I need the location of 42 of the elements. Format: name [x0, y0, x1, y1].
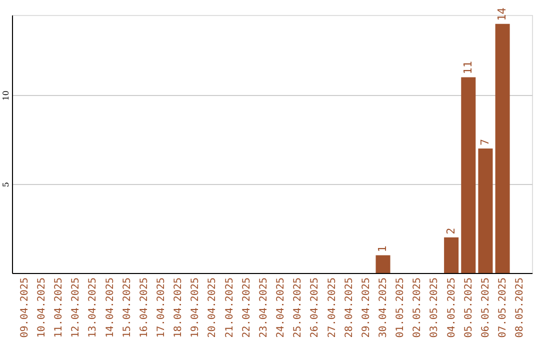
- bar: [478, 148, 493, 273]
- bar: [461, 77, 476, 273]
- x-tick-label: 24.04.2025: [276, 278, 287, 338]
- x-tick-label: 16.04.2025: [138, 278, 150, 338]
- x-tick-label: 07.05.2025: [498, 278, 509, 338]
- x-tick-label: 01.05.2025: [395, 278, 406, 338]
- x-tick-label: 04.05.2025: [446, 278, 458, 338]
- x-tick-label: 27.04.2025: [326, 278, 338, 338]
- x-tick-label: 30.04.2025: [378, 278, 389, 338]
- x-tick-label: 15.04.2025: [122, 278, 133, 338]
- x-tick-label: 14.04.2025: [104, 278, 116, 338]
- x-tick-label: 22.04.2025: [241, 278, 252, 338]
- x-tick-label: 12.04.2025: [70, 278, 82, 338]
- bar: [376, 255, 390, 273]
- y-tick-label: 5: [2, 182, 10, 188]
- x-tick-label: 11.04.2025: [54, 278, 65, 338]
- x-tick-label: 19.04.2025: [190, 278, 202, 338]
- x-tick-label: 29.04.2025: [360, 278, 372, 338]
- y-tick-label: 10: [2, 90, 10, 101]
- x-tick-label: 02.05.2025: [412, 278, 424, 338]
- x-tick-label: 17.04.2025: [156, 278, 167, 338]
- data-label: 7: [478, 138, 492, 146]
- data-label: 11: [461, 61, 474, 74]
- x-tick-label: 06.05.2025: [480, 278, 492, 338]
- x-tick-label: 21.04.2025: [224, 278, 236, 338]
- x-tick-label: 25.04.2025: [292, 278, 304, 338]
- x-tick-label: 23.04.2025: [258, 278, 270, 338]
- data-label: 1: [376, 246, 389, 252]
- bar: [444, 237, 459, 273]
- x-tick-label: 08.05.2025: [514, 278, 526, 338]
- x-tick-label: 10.04.2025: [36, 278, 48, 338]
- x-tick-label: 20.04.2025: [207, 278, 218, 338]
- x-tick-label: 13.04.2025: [88, 278, 99, 338]
- x-tick-label: 26.04.2025: [310, 278, 321, 338]
- x-tick-label: 05.05.2025: [463, 278, 474, 338]
- x-tick-label: 09.04.2025: [19, 278, 30, 338]
- x-tick-label: 28.04.2025: [344, 278, 355, 338]
- data-label: 2: [444, 228, 458, 234]
- x-tick-label: 03.05.2025: [429, 278, 440, 338]
- data-label: 14: [496, 7, 509, 21]
- x-tick-label: 18.04.2025: [173, 278, 184, 338]
- bar: [495, 24, 510, 273]
